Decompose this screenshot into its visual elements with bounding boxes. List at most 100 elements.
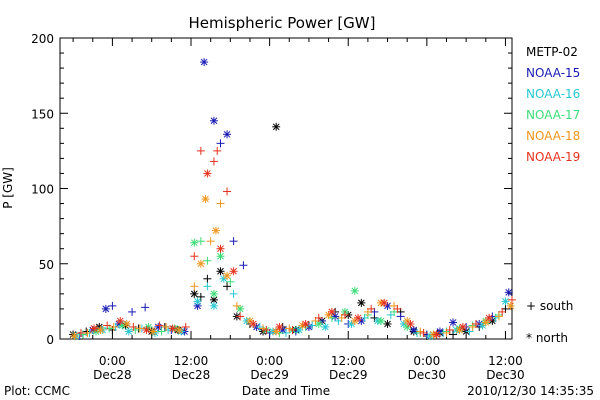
data-point [229, 289, 238, 298]
plot-border [59, 37, 513, 340]
y-axis: 0 50 100 150 200 [31, 32, 512, 347]
series-metp-02 [69, 122, 510, 340]
data-point [149, 327, 158, 336]
data-point [245, 316, 254, 325]
data-point [393, 304, 402, 313]
data-point [308, 321, 317, 330]
series-noaa-18 [70, 195, 515, 340]
data-point [255, 322, 264, 331]
data-point [226, 277, 235, 286]
legend: METP-02 NOAA-15 NOAA-16 NOAA-17 NOAA-18 NOAA-… [526, 45, 580, 345]
data-point [396, 312, 405, 321]
data-point [262, 325, 271, 334]
data-point [209, 157, 218, 166]
footer-timestamp: 2010/12/30 14:35:35 [467, 384, 594, 398]
data-point [327, 307, 336, 316]
data-point [465, 327, 474, 336]
data-point [291, 327, 300, 336]
data-point [350, 286, 359, 295]
data-point [376, 316, 385, 325]
data-point [203, 282, 212, 291]
data-point [321, 322, 330, 331]
data-point [209, 116, 218, 125]
legend-marker-north: * north [526, 331, 568, 345]
data-point [288, 325, 297, 334]
x-tick-label: 12:00 [331, 354, 366, 368]
data-point [272, 122, 281, 131]
x-axis-label: Date and Time [242, 384, 330, 398]
data-point [190, 289, 199, 298]
data-point [196, 146, 205, 155]
data-point [259, 324, 268, 333]
data-point [232, 301, 241, 310]
y-tick-label: 100 [31, 183, 54, 197]
data-point [90, 324, 99, 333]
data-point [458, 322, 467, 331]
data-point [357, 298, 366, 307]
data-point [295, 325, 304, 334]
data-points [69, 58, 516, 340]
data-point [206, 237, 215, 246]
x-tick-label: 12:00 [488, 354, 523, 368]
data-point [211, 226, 220, 235]
y-axis-label: P [GW] [1, 167, 15, 209]
data-point [229, 267, 238, 276]
data-point [508, 295, 516, 304]
legend-entry: NOAA-17 [526, 108, 580, 122]
data-point [203, 169, 212, 178]
x-tick-label: Dec30 [486, 368, 525, 382]
data-point [498, 307, 507, 316]
data-point [162, 322, 171, 331]
data-point [445, 325, 454, 334]
data-point [314, 313, 323, 322]
x-tick-label: Dec29 [250, 368, 289, 382]
data-point [216, 199, 225, 208]
data-point [449, 318, 458, 327]
data-point [122, 319, 131, 328]
data-point [181, 322, 190, 331]
data-point [201, 195, 210, 204]
data-point [135, 324, 144, 333]
data-point [168, 324, 177, 333]
data-point [190, 238, 199, 247]
x-axis: 0:00Dec2812:00Dec280:00Dec2912:00Dec290:… [72, 38, 525, 382]
data-point [209, 289, 218, 298]
data-point [200, 58, 209, 67]
data-point [70, 331, 79, 340]
data-point [209, 301, 218, 310]
data-point [190, 282, 199, 291]
data-point [216, 139, 225, 148]
data-point [203, 256, 212, 265]
data-point [383, 319, 392, 328]
data-point [298, 321, 307, 330]
x-tick-label: Dec30 [408, 368, 447, 382]
data-point [157, 327, 166, 336]
plot-frame [59, 37, 513, 340]
data-point [331, 312, 340, 321]
data-point [175, 325, 184, 334]
data-point [419, 328, 428, 337]
x-tick-label: 0:00 [99, 354, 126, 368]
legend-entry: NOAA-16 [526, 87, 580, 101]
series-noaa-17 [78, 237, 503, 339]
data-point [216, 244, 225, 253]
data-point [103, 321, 112, 330]
data-point [506, 301, 515, 310]
data-point [76, 328, 85, 337]
legend-entry: METP-02 [526, 45, 578, 59]
data-point [196, 237, 205, 246]
data-point [275, 322, 284, 331]
data-point [501, 297, 510, 306]
data-point [340, 310, 349, 319]
data-point [109, 322, 118, 331]
data-point [471, 319, 480, 328]
data-point [285, 324, 294, 333]
data-point [380, 298, 389, 307]
data-point [128, 307, 137, 316]
data-point [216, 252, 225, 261]
data-point [78, 330, 87, 339]
data-point [239, 261, 248, 270]
data-point [216, 267, 225, 276]
legend-marker-south: + south [526, 299, 573, 313]
